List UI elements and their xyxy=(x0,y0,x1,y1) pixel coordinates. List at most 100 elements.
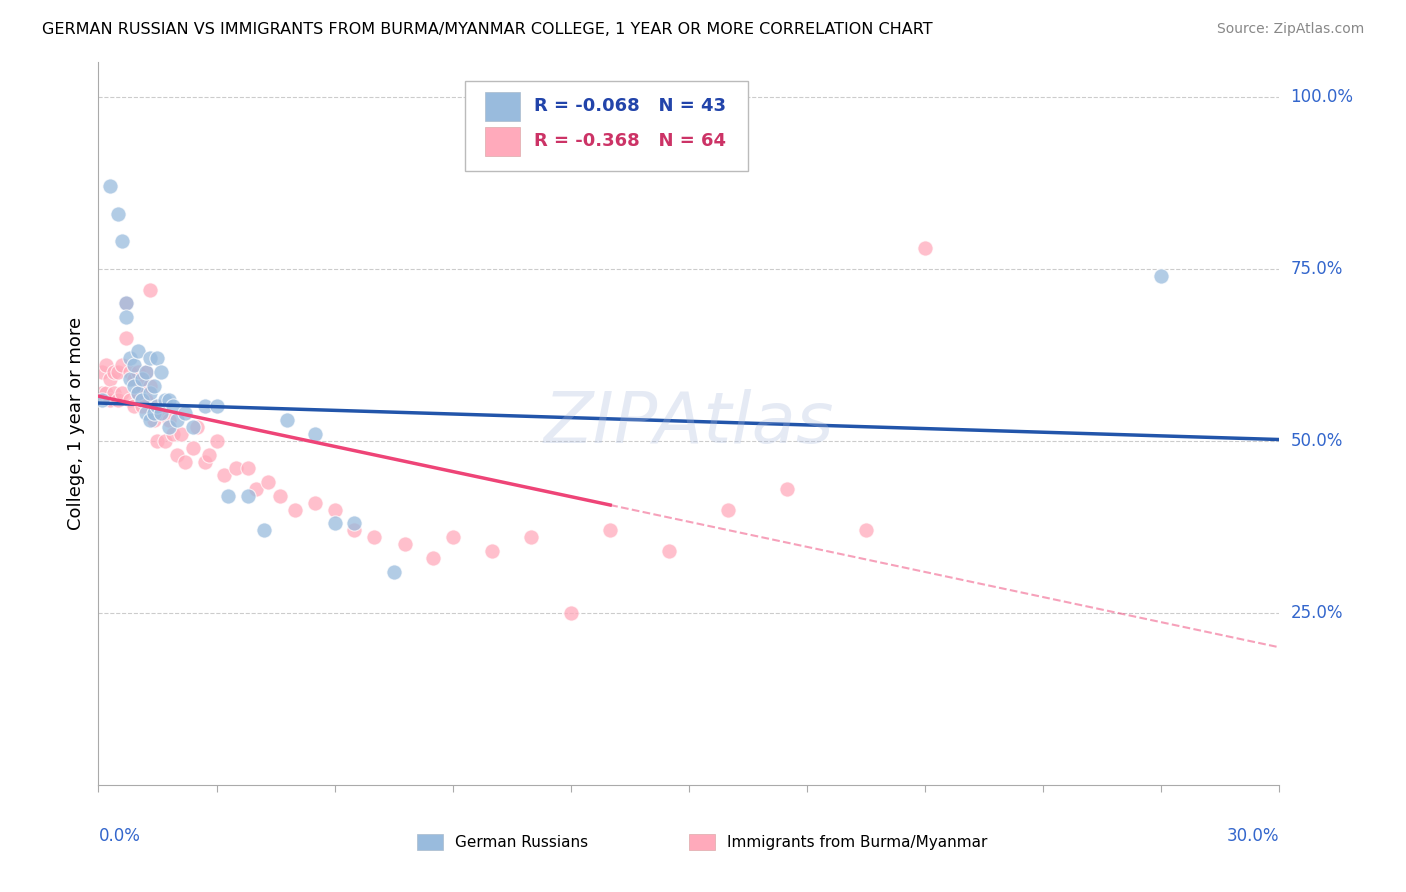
Point xyxy=(96,385,118,400)
Point xyxy=(276,413,298,427)
Point xyxy=(382,565,405,579)
Point xyxy=(142,406,165,420)
FancyBboxPatch shape xyxy=(418,834,443,850)
Point xyxy=(122,372,145,386)
Point xyxy=(181,420,204,434)
Point xyxy=(155,392,177,407)
Point xyxy=(256,475,278,490)
Point xyxy=(118,365,141,379)
Point xyxy=(146,351,169,366)
Point xyxy=(138,385,160,400)
Point xyxy=(717,502,740,516)
Text: R = -0.368   N = 64: R = -0.368 N = 64 xyxy=(534,132,727,150)
Point xyxy=(150,365,173,379)
Point xyxy=(115,296,138,310)
Point xyxy=(1150,268,1173,283)
Point xyxy=(245,482,267,496)
Point xyxy=(155,434,177,448)
Point xyxy=(122,358,145,372)
Point xyxy=(214,468,236,483)
Point xyxy=(157,420,180,434)
Point xyxy=(131,379,153,393)
Point xyxy=(127,385,149,400)
FancyBboxPatch shape xyxy=(485,92,520,120)
Point xyxy=(323,502,346,516)
Point xyxy=(122,400,145,414)
Point xyxy=(170,427,193,442)
Point xyxy=(91,365,114,379)
Point xyxy=(142,379,165,393)
Point xyxy=(131,400,153,414)
Text: Immigrants from Burma/Myanmar: Immigrants from Burma/Myanmar xyxy=(727,835,987,849)
Point xyxy=(138,413,160,427)
Point xyxy=(217,489,239,503)
Point xyxy=(166,448,188,462)
Point xyxy=(127,344,149,359)
Point xyxy=(186,420,208,434)
Point xyxy=(236,461,259,475)
Y-axis label: College, 1 year or more: College, 1 year or more xyxy=(66,318,84,530)
Point xyxy=(323,516,346,531)
Point xyxy=(135,406,157,420)
Point xyxy=(441,530,464,544)
Point xyxy=(236,489,259,503)
Point xyxy=(142,413,165,427)
Text: 100.0%: 100.0% xyxy=(1291,87,1354,106)
Point xyxy=(776,482,799,496)
Point xyxy=(363,530,385,544)
Point xyxy=(599,524,621,538)
Point xyxy=(91,385,114,400)
Point xyxy=(107,392,129,407)
Point xyxy=(150,406,173,420)
Point xyxy=(111,358,134,372)
Text: R = -0.068   N = 43: R = -0.068 N = 43 xyxy=(534,97,727,115)
Text: 50.0%: 50.0% xyxy=(1291,432,1343,450)
Point xyxy=(150,406,173,420)
Point xyxy=(111,235,134,249)
Point xyxy=(138,379,160,393)
Point xyxy=(225,461,247,475)
Point xyxy=(284,502,307,516)
Point xyxy=(131,372,153,386)
Point xyxy=(118,372,141,386)
Point xyxy=(138,283,160,297)
Point xyxy=(394,537,416,551)
Point xyxy=(157,413,180,427)
Point xyxy=(115,331,138,345)
Point xyxy=(181,441,204,455)
Point xyxy=(127,385,149,400)
Point xyxy=(205,434,228,448)
Text: 30.0%: 30.0% xyxy=(1227,827,1279,845)
Point xyxy=(103,365,125,379)
Text: German Russians: German Russians xyxy=(456,835,588,849)
Text: Source: ZipAtlas.com: Source: ZipAtlas.com xyxy=(1216,22,1364,37)
Point xyxy=(135,365,157,379)
Point xyxy=(146,434,169,448)
Point xyxy=(855,524,877,538)
Point xyxy=(157,392,180,407)
Point xyxy=(107,365,129,379)
Point xyxy=(174,406,197,420)
Text: 0.0%: 0.0% xyxy=(98,827,141,845)
Text: GERMAN RUSSIAN VS IMMIGRANTS FROM BURMA/MYANMAR COLLEGE, 1 YEAR OR MORE CORRELAT: GERMAN RUSSIAN VS IMMIGRANTS FROM BURMA/… xyxy=(42,22,932,37)
Text: 75.0%: 75.0% xyxy=(1291,260,1343,278)
Point xyxy=(146,400,169,414)
Point xyxy=(194,400,217,414)
Point xyxy=(304,427,326,442)
Point xyxy=(422,550,444,565)
Point xyxy=(135,392,157,407)
Point xyxy=(162,427,184,442)
Point xyxy=(197,448,219,462)
Point xyxy=(162,400,184,414)
Point xyxy=(98,392,121,407)
Point xyxy=(205,400,228,414)
Point xyxy=(91,392,114,407)
Point xyxy=(98,372,121,386)
Point xyxy=(96,358,118,372)
Point xyxy=(138,351,160,366)
Point xyxy=(166,413,188,427)
Point xyxy=(914,241,936,255)
Point xyxy=(115,296,138,310)
Point xyxy=(118,392,141,407)
Point xyxy=(174,454,197,468)
